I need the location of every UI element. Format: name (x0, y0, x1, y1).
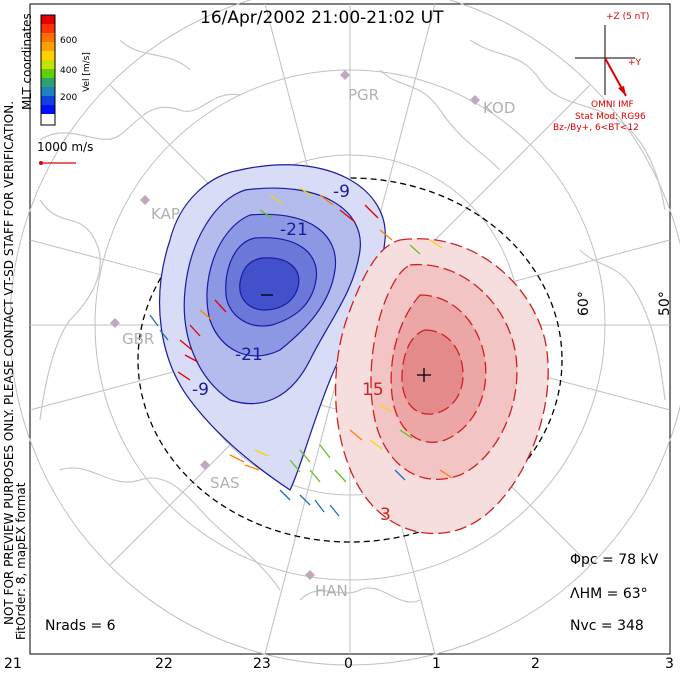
cross-polar-potential: Φpc = 78 kV (570, 552, 659, 568)
mlt-tick-1: 1 (432, 656, 441, 672)
imf-z-label: +Z (5 nT) (606, 12, 650, 22)
stat-mod-label: Stat Mod: RG96 (575, 112, 646, 122)
latitude-label-50: 50° (657, 291, 673, 316)
imf-omni-label: OMNI IMF (591, 100, 634, 110)
heppner-maynard-boundary (137, 177, 563, 543)
page-title: 16/Apr/2002 21:00-21:02 UT (200, 8, 444, 28)
imf-condition-label: Bz-/By+, 6<BT<12 (553, 123, 639, 133)
site-label-pgr: PGR (348, 86, 380, 104)
contour-label-neg9: -9 (333, 182, 350, 202)
contour-label-15: 15 (362, 380, 384, 400)
site-label-sas: SAS (210, 474, 240, 492)
colorbar-tick-600: 600 (60, 36, 78, 46)
negative-potential-cell (158, 164, 386, 491)
site-label-kod: KOD (483, 99, 516, 117)
colorbar-tick-200: 200 (60, 93, 78, 103)
imf-dial (575, 25, 635, 97)
latitude-label-60: 60° (576, 291, 592, 316)
hm-boundary-latitude: ΛHM = 63° (570, 586, 648, 602)
mlt-tick-3: 3 (665, 656, 674, 672)
scale-vector (39, 161, 76, 165)
mlt-tick-0: 0 (344, 656, 353, 672)
contour-label-neg21-b: -21 (235, 345, 263, 365)
colorbar-tick-400: 400 (60, 66, 78, 76)
contour-label-3: 3 (380, 505, 391, 525)
mlt-tick-22: 22 (155, 656, 173, 672)
site-markers (110, 70, 480, 580)
mlt-tick-21: 21 (4, 656, 22, 672)
velocity-vectors (149, 187, 453, 517)
contour-label-neg21-a: -21 (280, 220, 308, 240)
colorbar (40, 14, 56, 126)
colorbar-label: Vel [m/s] (82, 52, 92, 92)
fit-order-label: FitOrder: 8, mapEX format (14, 482, 28, 640)
imf-y-label: +Y (628, 58, 642, 68)
site-label-gbr: GBR (122, 330, 155, 348)
radar-count: Nrads = 6 (45, 618, 116, 634)
coordinates-label: MLT coordinates (20, 13, 34, 110)
coastlines (39, 39, 666, 603)
mlt-tick-23: 23 (253, 656, 271, 672)
scale-vector-label: 1000 m/s (37, 140, 94, 154)
mlt-tick-2: 2 (531, 656, 540, 672)
positive-potential-cell (334, 238, 549, 535)
site-label-kap: KAP (151, 205, 180, 223)
vector-count: Nvc = 348 (570, 618, 644, 634)
site-label-han: HAN (315, 582, 348, 600)
contour-label-neg9-b: -9 (192, 380, 209, 400)
